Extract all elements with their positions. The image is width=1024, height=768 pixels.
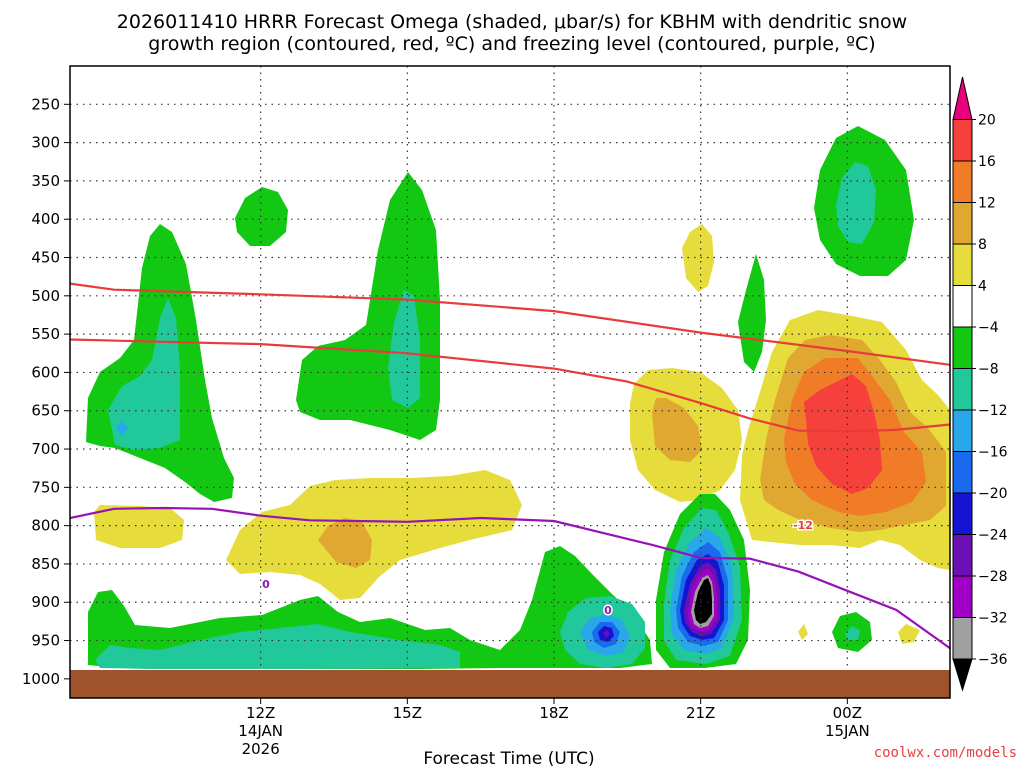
freezing-contour-label-1: 0 bbox=[262, 578, 270, 591]
colorbar-label: −32 bbox=[978, 611, 1008, 627]
colorbar-label: −28 bbox=[978, 569, 1008, 585]
colorbar-swatch bbox=[952, 285, 973, 328]
colorbar: 20 16 12 8 4 −4 −8 −12 −16 −20 −24 −28 −32 −36 bbox=[952, 76, 1008, 692]
y-tick-label: 450 bbox=[31, 249, 60, 267]
colorbar-label: −4 bbox=[978, 320, 999, 336]
x-tick-label: 18Z bbox=[539, 704, 568, 722]
pressure-gridlines bbox=[70, 66, 950, 698]
dgz-contour-label: -12 bbox=[793, 519, 813, 532]
downward-motion-red-1 bbox=[804, 374, 882, 494]
freezing-contour-label-2: 0 bbox=[604, 604, 612, 617]
downward-motion-orange-3 bbox=[652, 398, 702, 462]
surface-ground bbox=[70, 670, 950, 698]
colorbar-swatch bbox=[952, 326, 973, 369]
y-tick-label: 300 bbox=[31, 134, 60, 152]
colorbar-bottom-arrow bbox=[952, 658, 973, 692]
colorbar-swatch bbox=[952, 243, 973, 286]
x-tick-label: 00Z bbox=[833, 704, 862, 722]
chart-title-line1: 2026011410 HRRR Forecast Omega (shaded, … bbox=[117, 11, 907, 33]
y-tick-label: 700 bbox=[31, 440, 60, 458]
colorbar-label: 4 bbox=[978, 279, 987, 295]
y-tick-label: 900 bbox=[31, 593, 60, 611]
colorbar-swatch bbox=[952, 534, 973, 577]
y-tick-label: 550 bbox=[31, 325, 60, 343]
colorbar-label: −8 bbox=[978, 362, 999, 378]
colorbar-swatch bbox=[952, 617, 973, 660]
y-tick-label: 350 bbox=[31, 172, 60, 190]
colorbar-label: 12 bbox=[978, 196, 996, 212]
upward-motion-teal-7 bbox=[845, 626, 860, 640]
y-tick-label: 250 bbox=[31, 95, 60, 113]
downward-motion-yellow-2 bbox=[226, 470, 522, 600]
downward-motion-yellow-4 bbox=[682, 224, 714, 292]
colorbar-swatch bbox=[952, 368, 973, 411]
x-tick-date: 15JAN bbox=[825, 722, 870, 740]
upward-motion-teal-1 bbox=[95, 624, 460, 669]
freezing-level-contour bbox=[70, 506, 950, 650]
upward-motion-teal-2 bbox=[108, 298, 180, 450]
colorbar-swatch bbox=[952, 575, 973, 618]
y-tick-label: 850 bbox=[31, 555, 60, 573]
colorbar-swatch bbox=[952, 409, 973, 452]
colorbar-label: −12 bbox=[978, 403, 1008, 419]
upward-motion-green-3 bbox=[235, 187, 288, 246]
colorbar-swatch bbox=[952, 202, 973, 245]
y-axis: 250 300 350 400 450 500 550 600 650 700 750 800 850 9… bbox=[22, 95, 70, 688]
chart-title-line2: growth region (contoured, red, ºC) and f… bbox=[148, 33, 875, 55]
x-tick-label: 12Z bbox=[246, 704, 275, 722]
upward-motion-blue-2 bbox=[116, 420, 128, 436]
x-axis-label: Forecast Time (UTC) bbox=[423, 749, 594, 768]
colorbar-label: 8 bbox=[978, 237, 987, 253]
downward-motion-yellow-6 bbox=[898, 624, 920, 644]
colorbar-label: −20 bbox=[978, 486, 1008, 502]
omega-shading bbox=[86, 126, 950, 669]
upward-motion-green-6 bbox=[738, 254, 766, 372]
upward-motion-teal-4 bbox=[388, 290, 420, 408]
colorbar-label: −24 bbox=[978, 528, 1008, 544]
upward-core-purple-21z bbox=[603, 630, 610, 638]
x-tick-year: 2026 bbox=[242, 740, 280, 758]
x-tick-label: 21Z bbox=[686, 704, 715, 722]
y-tick-label: 650 bbox=[31, 402, 60, 420]
y-tick-label: 950 bbox=[31, 632, 60, 650]
y-tick-label: 500 bbox=[31, 287, 60, 305]
credit-text: coolwx.com/models bbox=[874, 745, 1017, 761]
x-tick-label: 15Z bbox=[393, 704, 422, 722]
y-tick-label: 800 bbox=[31, 517, 60, 535]
colorbar-label: 20 bbox=[978, 113, 996, 129]
colorbar-swatch bbox=[952, 160, 973, 203]
colorbar-swatch bbox=[952, 119, 973, 162]
y-tick-label: 600 bbox=[31, 363, 60, 381]
colorbar-label: 16 bbox=[978, 154, 996, 170]
downward-motion-yellow-1 bbox=[94, 505, 184, 548]
y-tick-label: 1000 bbox=[22, 670, 60, 688]
upward-core-black-23z bbox=[694, 578, 712, 624]
dgz-lower-contour bbox=[70, 338, 950, 433]
dgz-upper-contour bbox=[70, 282, 950, 366]
downward-motion-yellow-7 bbox=[798, 624, 808, 640]
y-tick-label: 400 bbox=[31, 210, 60, 228]
colorbar-label: −16 bbox=[978, 445, 1008, 461]
x-tick-date: 14JAN bbox=[238, 722, 283, 740]
contour-layer bbox=[70, 282, 950, 650]
colorbar-swatch bbox=[952, 492, 973, 535]
y-tick-label: 750 bbox=[31, 478, 60, 496]
colorbar-swatch bbox=[952, 451, 973, 494]
colorbar-label: −36 bbox=[978, 652, 1008, 668]
downward-motion-orange-2 bbox=[318, 518, 372, 568]
colorbar-top-arrow bbox=[952, 76, 973, 120]
plot-frame bbox=[69, 65, 951, 699]
upward-motion-teal-5 bbox=[836, 162, 876, 244]
